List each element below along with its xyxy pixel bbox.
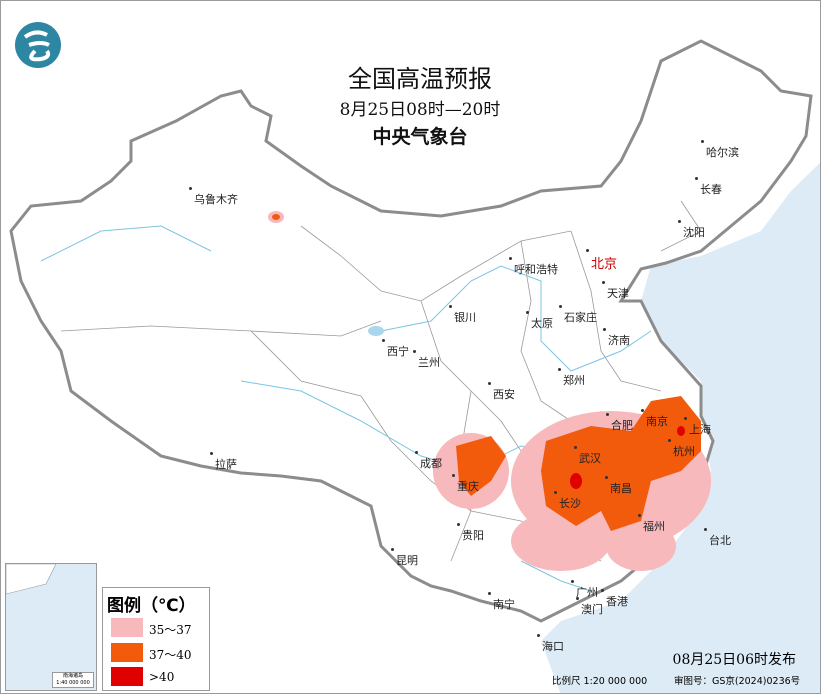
- city-label: 长春: [695, 177, 722, 196]
- inset-map: [5, 563, 57, 595]
- city-label: 武汉: [574, 446, 601, 465]
- city-label: 乌鲁木齐: [189, 187, 238, 206]
- city-label: 银川: [449, 305, 476, 324]
- publish-time: 08月25日06时发布: [672, 652, 796, 668]
- city-label: 杭州: [668, 439, 695, 458]
- legend-title: 图例（℃）: [107, 596, 196, 616]
- city-label: 沈阳: [678, 220, 705, 239]
- city-label: 长沙: [554, 491, 581, 510]
- legend-label: 35～37: [149, 623, 192, 637]
- city-label: 西安: [488, 382, 515, 401]
- sea: [541, 162, 820, 693]
- city-label: 哈尔滨: [701, 140, 739, 159]
- city-label: 南京: [641, 409, 668, 428]
- city-label: 南昌: [605, 476, 632, 495]
- city-label: 上海: [684, 417, 711, 436]
- city-label: 贵阳: [457, 523, 484, 542]
- heat-40-area: [570, 426, 685, 489]
- city-label-capital: 北京: [585, 249, 617, 272]
- city-label: 澳门: [576, 597, 603, 616]
- city-label: 台北: [704, 528, 731, 547]
- city-label: 石家庄: [559, 305, 597, 324]
- city-label: 西宁: [382, 339, 409, 358]
- city-label: 天津: [602, 281, 629, 300]
- city-label: 合肥: [606, 413, 633, 432]
- city-label: 海口: [537, 634, 564, 653]
- legend-swatch-37-40: [111, 643, 143, 662]
- south-china-sea-inset: 南海诸岛 1:40 000 000: [5, 563, 97, 691]
- city-label: 香港: [601, 589, 628, 608]
- legend-swatch-35-37: [111, 618, 143, 637]
- city-label: 济南: [603, 328, 630, 347]
- map-scale: 比例尺 1:20 000 000: [552, 676, 648, 687]
- city-label: 南宁: [488, 592, 515, 611]
- heat-37-40-area: [272, 214, 701, 531]
- map-title: 全国高温预报: [348, 65, 492, 93]
- city-label: 昆明: [391, 548, 418, 567]
- city-label: 重庆: [452, 474, 479, 493]
- legend-swatch-40: [111, 667, 143, 686]
- city-label: 广州: [571, 580, 598, 599]
- lake-qinghai: [368, 326, 384, 336]
- approval-number: 审图号：GS京(2024)0236号: [674, 676, 801, 687]
- legend: 图例（℃） 35～37 37～40 >40: [102, 587, 210, 691]
- city-label: 成都: [415, 451, 442, 470]
- inset-caption: 南海诸岛 1:40 000 000: [52, 672, 94, 688]
- cma-logo-icon: [15, 22, 61, 68]
- legend-label: 37～40: [149, 648, 192, 662]
- city-label: 兰州: [413, 350, 440, 369]
- city-label: 拉萨: [210, 452, 237, 471]
- city-label: 太原: [526, 311, 553, 330]
- forecast-period: 8月25日08时—20时: [339, 100, 501, 120]
- city-label: 郑州: [558, 368, 585, 387]
- city-label: 福州: [638, 514, 665, 533]
- issuer: 中央气象台: [372, 126, 468, 148]
- legend-label: >40: [149, 670, 175, 684]
- city-label: 呼和浩特: [509, 257, 558, 276]
